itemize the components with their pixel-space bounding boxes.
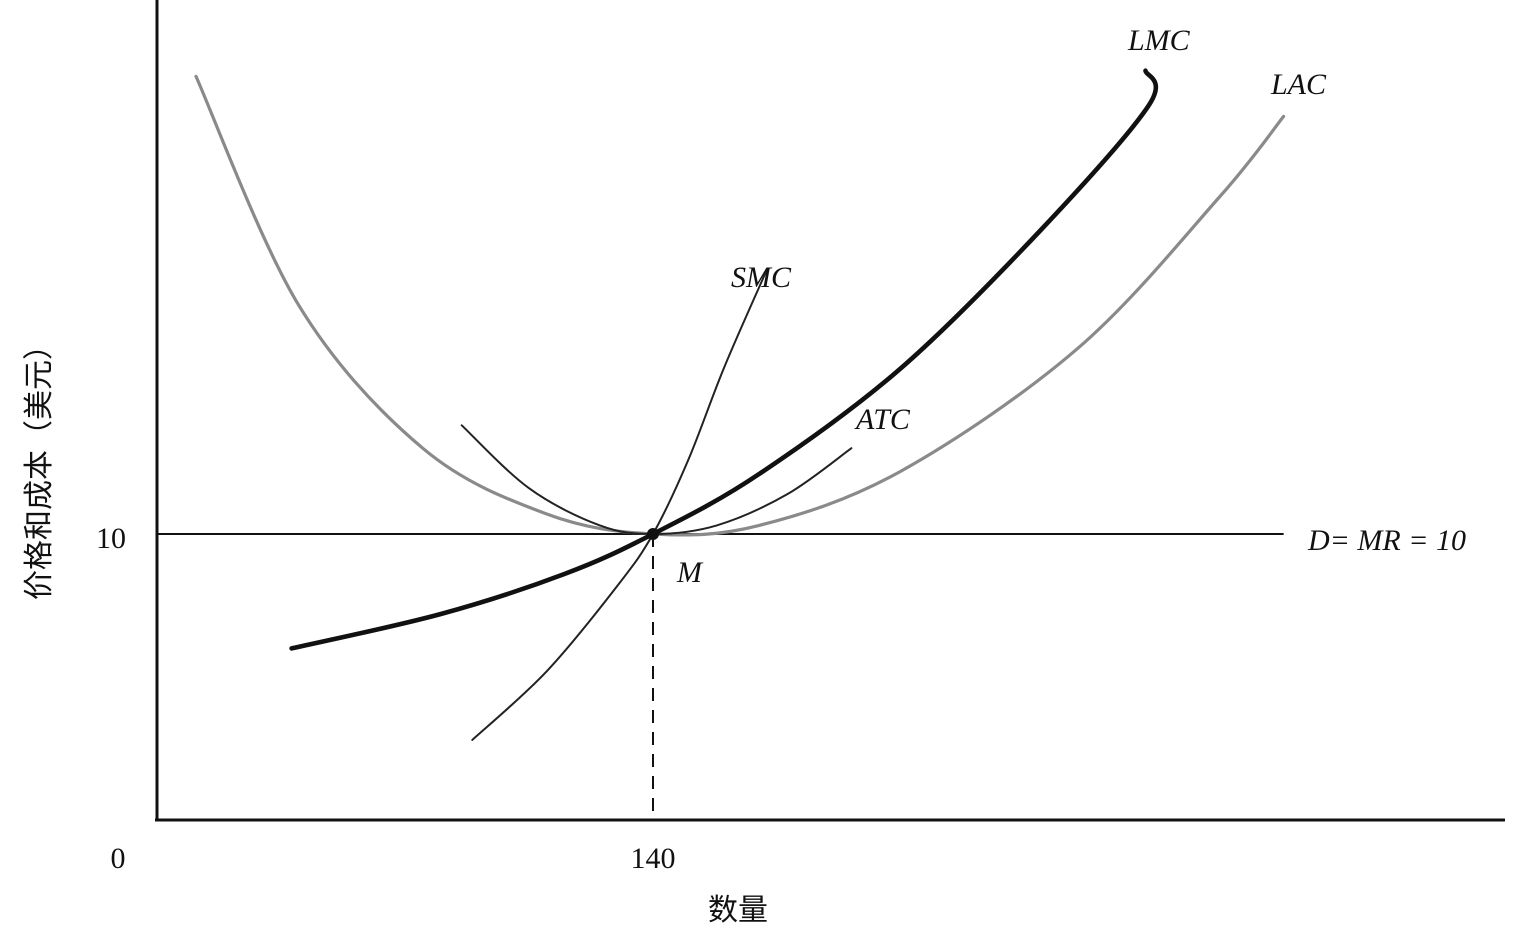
y-tick-label-10: 10 (96, 522, 126, 555)
point-label-m: M (676, 556, 704, 589)
series-label-atc: ATC (854, 403, 911, 436)
x-axis-title: 数量 (708, 893, 768, 928)
x-tick-label-140: 140 (631, 842, 676, 875)
series-label-lmc: LMC (1127, 24, 1191, 57)
series-line-lac (194, 74, 1286, 537)
series-line-lmc (289, 68, 1159, 651)
origin-label: 0 (111, 842, 126, 875)
series-label-lac: LAC (1270, 68, 1327, 101)
series-line-smc (471, 269, 768, 741)
axes (155, 0, 1505, 822)
series-label-smc: SMC (731, 261, 792, 294)
demand-line-label: D= MR = 10 (1307, 524, 1466, 557)
labels: 0 140 10 数量 价格和成本（美元） LMC LAC SMC ATC D=… (22, 24, 1466, 928)
y-axis-title: 价格和成本（美元） (22, 330, 57, 600)
plot-area (157, 68, 1286, 820)
point-m-marker (647, 528, 659, 540)
